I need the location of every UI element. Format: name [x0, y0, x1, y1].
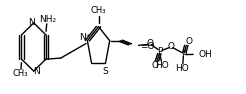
- Text: OH: OH: [198, 50, 212, 59]
- Text: O: O: [185, 37, 192, 46]
- Text: N⁺: N⁺: [79, 33, 91, 42]
- Text: P: P: [181, 50, 186, 59]
- Text: O: O: [152, 61, 158, 70]
- Text: O: O: [146, 39, 153, 48]
- Text: CH₃: CH₃: [91, 6, 106, 15]
- Text: O: O: [168, 42, 175, 51]
- Text: HO: HO: [175, 64, 189, 73]
- Text: P: P: [157, 47, 162, 56]
- Text: CH₃: CH₃: [13, 69, 28, 78]
- Text: N: N: [28, 18, 35, 27]
- Text: S: S: [103, 67, 108, 76]
- Text: N: N: [33, 67, 40, 76]
- Text: NH₂: NH₂: [39, 15, 56, 24]
- Text: HO: HO: [155, 61, 169, 70]
- Text: =O: =O: [140, 42, 154, 51]
